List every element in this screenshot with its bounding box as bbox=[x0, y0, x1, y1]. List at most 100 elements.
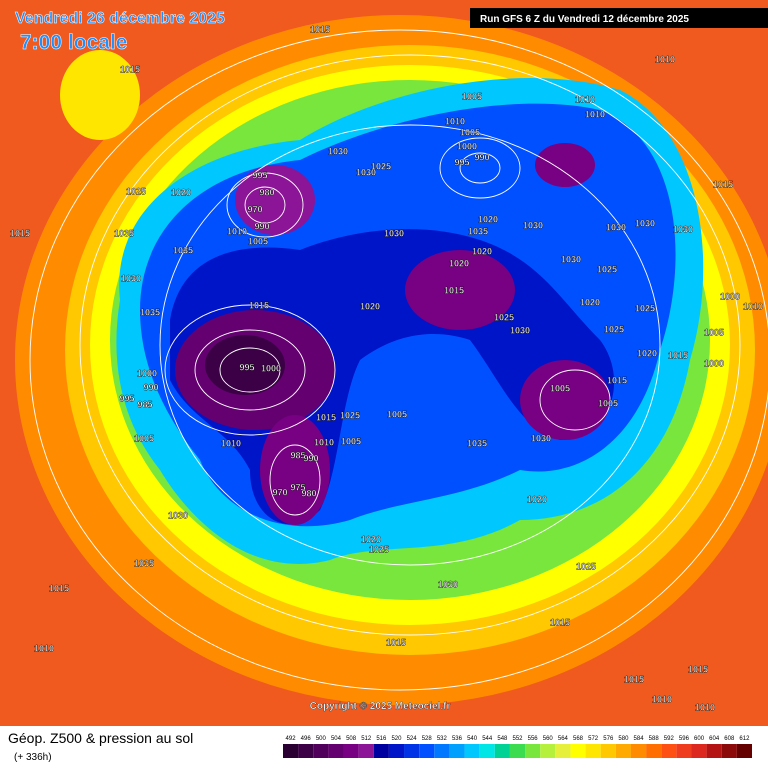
pressure-label: 970 bbox=[272, 487, 287, 497]
legend-swatch bbox=[615, 744, 631, 758]
pressure-label: 1030 bbox=[561, 254, 581, 264]
pressure-label: 1030 bbox=[356, 167, 376, 177]
pressure-label: 985 bbox=[137, 399, 152, 409]
pressure-label: 995 bbox=[239, 362, 254, 372]
pressure-label: 1000 bbox=[137, 368, 157, 378]
pressure-label: 1020 bbox=[637, 348, 657, 358]
legend-swatch bbox=[434, 744, 450, 758]
legend-label: 608 bbox=[724, 736, 735, 742]
pressure-label: 1010 bbox=[34, 643, 54, 653]
legend-label: 560 bbox=[543, 736, 554, 742]
run-info: Run GFS 6 Z du Vendredi 12 décembre 2025 bbox=[480, 14, 689, 25]
pressure-label: 1030 bbox=[168, 510, 188, 520]
copyright: Copyright © 2025 Meteociel.fr bbox=[310, 701, 451, 712]
pressure-label: 1035 bbox=[467, 438, 487, 448]
legend-swatch bbox=[676, 744, 692, 758]
legend-label: 536 bbox=[452, 736, 463, 742]
pressure-label: 1020 bbox=[478, 214, 498, 224]
legend-swatch bbox=[298, 744, 314, 758]
legend-swatch bbox=[646, 744, 662, 758]
legend-swatch bbox=[283, 744, 299, 758]
pressure-label: 1010 bbox=[652, 694, 672, 704]
legend-label: 544 bbox=[482, 736, 493, 742]
pressure-label: 1035 bbox=[173, 245, 193, 255]
pressure-label: 1000 bbox=[457, 141, 477, 151]
run-box bbox=[470, 8, 768, 28]
pressure-label: 1030 bbox=[438, 579, 458, 589]
legend-swatch bbox=[388, 744, 405, 758]
pressure-label: 1025 bbox=[635, 303, 655, 313]
legend-label: 552 bbox=[512, 736, 523, 742]
legend-swatch bbox=[706, 744, 722, 758]
legend-swatch bbox=[736, 744, 752, 758]
pressure-label: 1035 bbox=[134, 558, 154, 568]
legend-swatch bbox=[525, 744, 541, 758]
pressure-label: 990 bbox=[474, 152, 489, 162]
legend-swatch bbox=[419, 744, 435, 758]
pressure-label: 1015 bbox=[607, 375, 627, 385]
pressure-label: 1005 bbox=[598, 398, 618, 408]
legend-label: 584 bbox=[634, 736, 645, 742]
pressure-label: 1020 bbox=[580, 297, 600, 307]
pressure-label: 1010 bbox=[575, 94, 595, 104]
pressure-label: 1030 bbox=[328, 146, 348, 156]
legend-label: 548 bbox=[497, 736, 508, 742]
pressure-label: 1015 bbox=[249, 300, 269, 310]
pressure-label: 1030 bbox=[635, 218, 655, 228]
pressure-label: 1015 bbox=[386, 637, 406, 647]
legend-label: 492 bbox=[286, 736, 297, 742]
pressure-label: 1010 bbox=[221, 438, 241, 448]
pressure-label: 1015 bbox=[49, 583, 69, 593]
legend-label: 504 bbox=[331, 736, 342, 742]
pressure-label: 1015 bbox=[713, 179, 733, 189]
pressure-label: 1030 bbox=[510, 325, 530, 335]
pressure-label: 1015 bbox=[120, 64, 140, 74]
legend-label: 588 bbox=[649, 736, 660, 742]
pressure-label: 1020 bbox=[527, 494, 547, 504]
pressure-label: 1025 bbox=[494, 312, 514, 322]
pressure-label: 1010 bbox=[314, 437, 334, 447]
pressure-label: 995 bbox=[454, 157, 469, 167]
pressure-label: 1015 bbox=[688, 664, 708, 674]
pressure-label: 1030 bbox=[384, 228, 404, 238]
legend-label: 508 bbox=[346, 736, 357, 742]
legend-swatch bbox=[509, 744, 526, 758]
pressure-label: 1025 bbox=[369, 544, 389, 554]
legend-label: 532 bbox=[437, 736, 448, 742]
pressure-label: 1005 bbox=[704, 327, 724, 337]
pressure-label: 1025 bbox=[576, 561, 596, 571]
legend-swatch bbox=[600, 744, 616, 758]
pressure-label: 1010 bbox=[743, 301, 763, 311]
pressure-label: 1010 bbox=[227, 226, 247, 236]
legend-label: 576 bbox=[603, 736, 614, 742]
pressure-label: 990 bbox=[143, 382, 158, 392]
legend-label: 556 bbox=[528, 736, 539, 742]
pressure-label: 1000 bbox=[704, 358, 724, 368]
pressure-label: 990 bbox=[303, 453, 318, 463]
legend-swatch bbox=[373, 744, 389, 758]
pressure-label: 995 bbox=[252, 170, 267, 180]
pressure-label: 980 bbox=[259, 187, 274, 197]
legend-label: 580 bbox=[618, 736, 629, 742]
pressure-label: 970 bbox=[247, 204, 262, 214]
isobars bbox=[29, 29, 768, 691]
pressure-label: 1030 bbox=[673, 224, 693, 234]
pressure-label: 1025 bbox=[340, 410, 360, 420]
pressure-label: 1015 bbox=[310, 24, 330, 34]
legend-label: 572 bbox=[588, 736, 599, 742]
pressure-label: 995 bbox=[119, 393, 134, 403]
pressure-label: 1005 bbox=[460, 127, 480, 137]
legend-label: 568 bbox=[573, 736, 584, 742]
legend-label: 528 bbox=[422, 736, 433, 742]
pressure-label: 1035 bbox=[140, 307, 160, 317]
pressure-label: 990 bbox=[254, 221, 269, 231]
pressure-label: 1015 bbox=[624, 674, 644, 684]
pressure-label: 1000 bbox=[720, 291, 740, 301]
pressure-label: 1030 bbox=[606, 222, 626, 232]
legend-swatch bbox=[691, 744, 707, 758]
pressure-label: 1030 bbox=[531, 433, 551, 443]
legend-swatch bbox=[464, 744, 480, 758]
pressure-label: 1005 bbox=[462, 91, 482, 101]
legend-swatch bbox=[721, 744, 737, 758]
